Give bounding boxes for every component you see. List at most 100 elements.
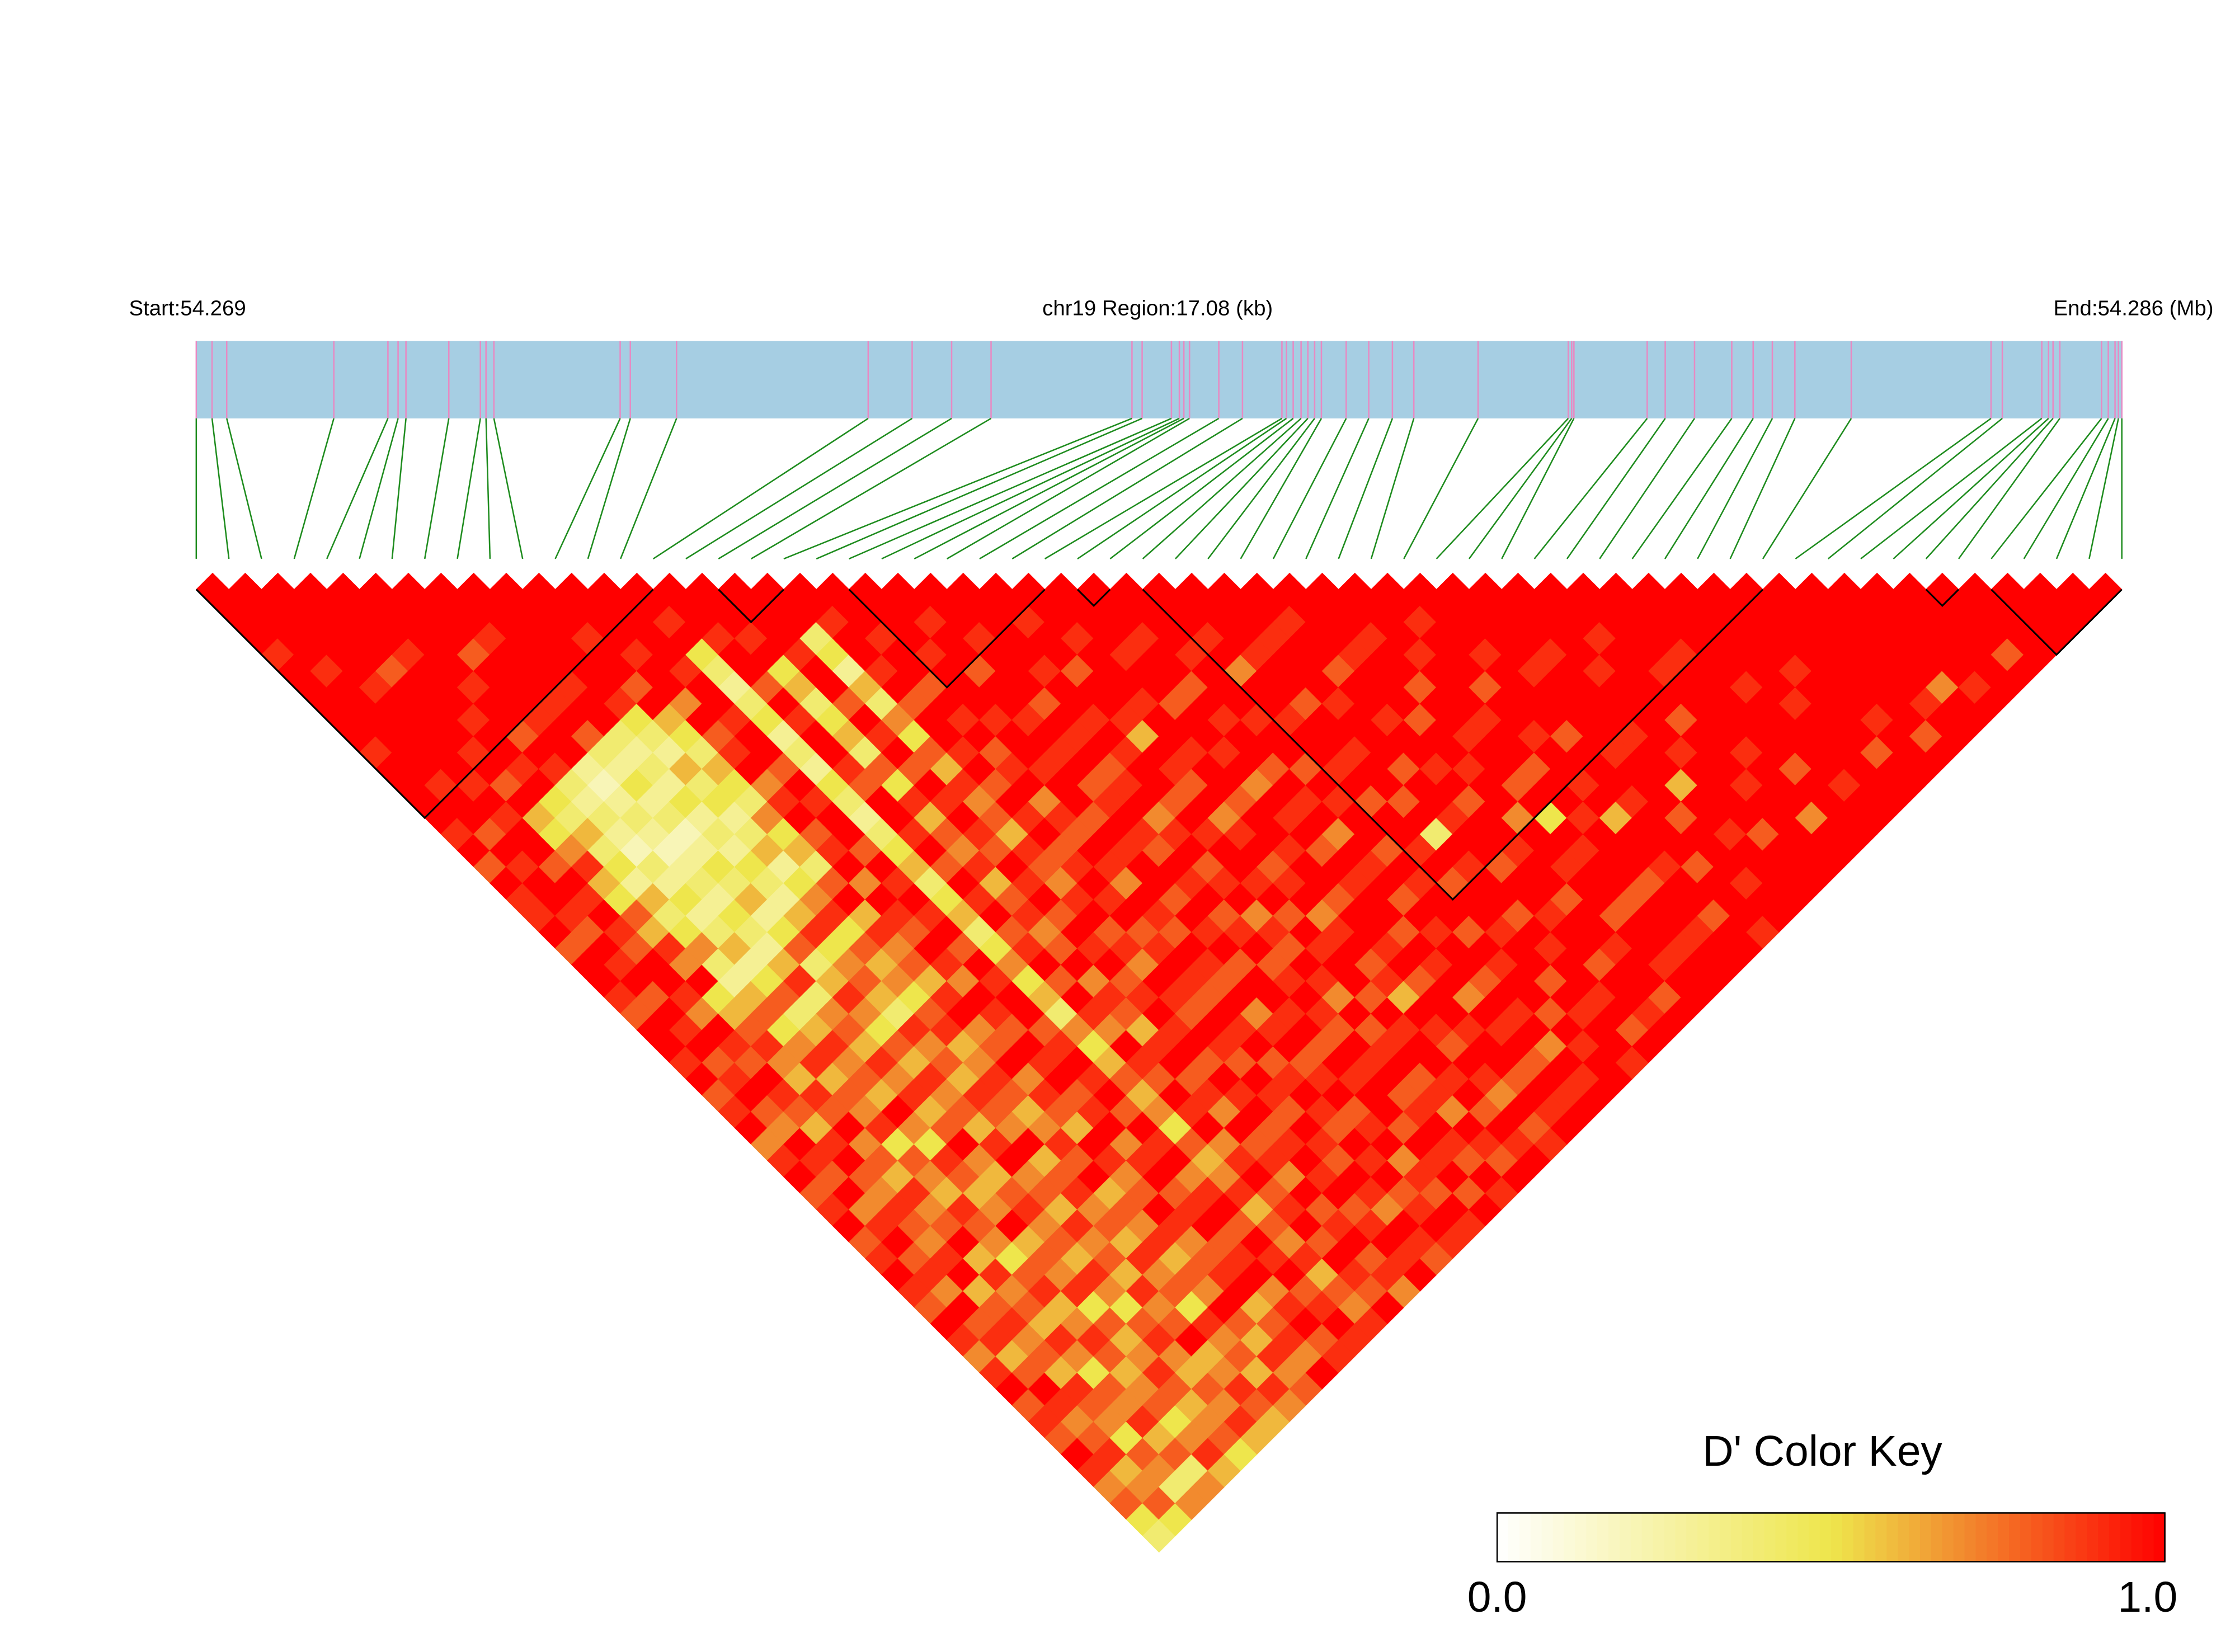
snp-link bbox=[1697, 418, 1773, 559]
color-key-swatch bbox=[1898, 1513, 1910, 1562]
snp-link bbox=[946, 417, 1190, 560]
color-key-swatch bbox=[1641, 1513, 1654, 1562]
snp-link bbox=[1370, 418, 1415, 559]
color-key-swatch bbox=[1953, 1513, 1965, 1562]
snp-link bbox=[1338, 418, 1394, 559]
region-title: chr19 Region:17.08 (kb) bbox=[1042, 296, 1273, 321]
snp-link bbox=[1305, 418, 1370, 559]
snp-link bbox=[2023, 418, 2109, 559]
color-key-label: 1.0 bbox=[2118, 1573, 2177, 1621]
color-key-swatch bbox=[2009, 1513, 2021, 1562]
snp-link bbox=[1729, 418, 1796, 559]
color-key-swatch bbox=[1552, 1513, 1565, 1562]
snp-link bbox=[1762, 418, 1852, 559]
haplotype-block bbox=[195, 589, 654, 820]
snp-link bbox=[849, 417, 1172, 560]
snp-link bbox=[1044, 417, 1283, 559]
snp-link bbox=[1925, 418, 2054, 559]
color-key-swatch bbox=[1775, 1513, 1787, 1562]
color-key-swatch bbox=[2098, 1513, 2110, 1562]
color-key-swatch bbox=[1664, 1513, 1676, 1562]
snp-link bbox=[881, 417, 1180, 560]
snp-link bbox=[620, 418, 677, 559]
snp-link bbox=[1533, 418, 1648, 559]
snp-link bbox=[457, 418, 481, 559]
color-key-swatch bbox=[1630, 1513, 1643, 1562]
color-key-swatch bbox=[1653, 1513, 1665, 1562]
color-key-swatch bbox=[1586, 1513, 1598, 1562]
color-key-swatch bbox=[1909, 1513, 1921, 1562]
color-key-swatch bbox=[1964, 1513, 1977, 1562]
haplotype-block bbox=[848, 589, 1046, 689]
haplotype-block bbox=[1076, 589, 1111, 608]
color-key-swatch bbox=[1798, 1513, 1810, 1562]
color-key-swatch bbox=[2064, 1513, 2077, 1562]
haplotype-block bbox=[1142, 589, 1764, 901]
haplotype-block bbox=[1925, 589, 1960, 608]
haplotype-block bbox=[1991, 589, 2123, 656]
region-bar bbox=[196, 341, 2122, 418]
snp-link bbox=[979, 417, 1220, 559]
snp-link bbox=[391, 418, 407, 559]
color-key-swatch bbox=[1497, 1513, 1509, 1562]
color-key-swatch bbox=[1831, 1513, 1843, 1562]
snp-link bbox=[1468, 418, 1573, 559]
color-key-swatch bbox=[1753, 1513, 1765, 1562]
color-key-swatch bbox=[2087, 1513, 2099, 1562]
color-key-swatch bbox=[1886, 1513, 1899, 1562]
snp-link bbox=[1664, 418, 1754, 559]
color-key-swatch bbox=[2020, 1513, 2032, 1562]
snp-link bbox=[1958, 418, 2060, 559]
snp-link bbox=[783, 417, 1132, 560]
color-key-swatch bbox=[1575, 1513, 1587, 1562]
color-key-swatch bbox=[1564, 1513, 1576, 1562]
color-key-swatch bbox=[1853, 1513, 1865, 1562]
snp-link bbox=[2088, 418, 2119, 559]
snp-link bbox=[1860, 417, 2043, 559]
color-key-swatch bbox=[2076, 1513, 2088, 1562]
snp-link bbox=[211, 418, 230, 559]
color-key-swatch bbox=[1786, 1513, 1799, 1562]
region-end-label: End:54.286 (Mb) bbox=[2054, 296, 2214, 321]
snp-link bbox=[1827, 417, 2003, 559]
snp-link bbox=[750, 417, 992, 559]
snp-link bbox=[1566, 418, 1666, 559]
color-key-title: D' Color Key bbox=[1702, 1427, 1942, 1475]
color-key-swatch bbox=[1975, 1513, 1988, 1562]
snp-link bbox=[718, 417, 952, 559]
snp-link bbox=[1175, 418, 1309, 559]
snp-link bbox=[816, 417, 1143, 560]
snp-link bbox=[293, 418, 335, 559]
snp-link bbox=[493, 418, 524, 559]
color-key-swatch bbox=[2042, 1513, 2054, 1562]
color-key-swatch bbox=[1809, 1513, 1821, 1562]
color-key-swatch bbox=[1842, 1513, 1854, 1562]
color-key-swatch bbox=[1619, 1513, 1632, 1562]
color-key-swatch bbox=[2109, 1513, 2121, 1562]
color-key-swatch bbox=[1764, 1513, 1776, 1562]
color-key-swatch bbox=[1719, 1513, 1732, 1562]
snp-link bbox=[1501, 418, 1575, 559]
color-key-swatch bbox=[2053, 1513, 2065, 1562]
color-key-swatch bbox=[1508, 1513, 1521, 1562]
region-start-label: Start:54.269 bbox=[129, 296, 246, 321]
color-key-swatch bbox=[1998, 1513, 2010, 1562]
color-key-label: 0.0 bbox=[1467, 1573, 1527, 1621]
color-key-swatch bbox=[1597, 1513, 1610, 1562]
color-key-swatch bbox=[1742, 1513, 1754, 1562]
color-key-swatch bbox=[1819, 1513, 1832, 1562]
color-key-swatch bbox=[1864, 1513, 1876, 1562]
snp-link bbox=[1240, 418, 1323, 559]
snp-link bbox=[1109, 417, 1294, 559]
snp-link bbox=[226, 418, 262, 559]
snp-link bbox=[1631, 418, 1733, 559]
snp-link bbox=[326, 418, 389, 559]
color-key-swatch bbox=[2131, 1513, 2144, 1562]
color-key-swatch bbox=[1942, 1513, 1954, 1562]
snp-link bbox=[1599, 418, 1696, 559]
snp-link bbox=[1207, 418, 1315, 559]
color-key-swatch bbox=[1875, 1513, 1888, 1562]
snp-link bbox=[1795, 417, 1992, 559]
